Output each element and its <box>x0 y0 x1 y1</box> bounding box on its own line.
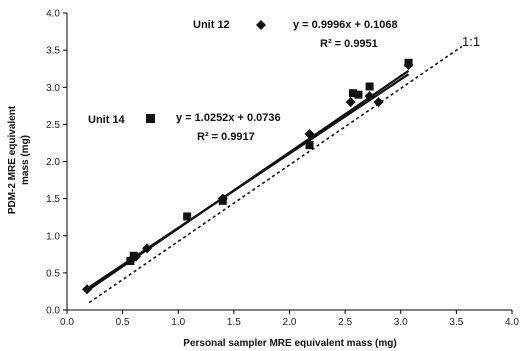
y-tick-label: 2.5 <box>46 120 60 131</box>
y-ticks: 0.0 0.5 1.0 1.5 2.0 2.5 3.0 3.5 4.0 <box>46 9 67 317</box>
unit-14-equation: y = 1.0252x + 0.0736 <box>176 112 281 124</box>
y-tick-label: 4.0 <box>46 9 60 20</box>
unit-12-point <box>373 97 384 108</box>
data-points <box>82 58 414 295</box>
x-tick-label: 3.0 <box>394 317 408 328</box>
unit-12-point <box>304 129 315 140</box>
reference-line-label: 1:1 <box>462 34 480 49</box>
unit-12-r-squared: R² = 0.9951 <box>320 38 378 50</box>
y-axis-title-line-2: mass (mg) <box>20 135 31 185</box>
unit-14-point <box>183 212 192 221</box>
y-tick-label: 2.0 <box>46 157 60 168</box>
unit-14-point <box>354 90 363 99</box>
y-tick-label: 1.5 <box>46 194 60 205</box>
reference-line-1-to-1 <box>88 45 463 304</box>
unit-14-point <box>218 196 227 205</box>
unit-14-point <box>348 89 357 98</box>
x-tick-label: 2.0 <box>283 317 297 328</box>
x-tick-label: 1.5 <box>227 317 241 328</box>
unit-12-point <box>364 91 375 102</box>
legend-unit-12-label: Unit 12 <box>193 19 230 31</box>
x-tick-label: 0.0 <box>60 317 74 328</box>
unit-14-point <box>129 251 138 260</box>
unit-12-point <box>345 97 356 108</box>
unit-14-r-squared: R² = 0.9917 <box>197 131 255 143</box>
unit-14-point <box>305 141 314 150</box>
y-tick-label: 0.5 <box>46 268 60 279</box>
y-axis-title-line-1: PDM-2 MRE equivalent <box>7 105 18 214</box>
legend-unit-14-marker <box>146 114 155 123</box>
y-axis-title: PDM-2 MRE equivalent mass (mg) <box>7 105 31 214</box>
x-tick-label: 0.5 <box>116 317 130 328</box>
y-tick-label: 1.0 <box>46 231 60 242</box>
unit-14-point <box>404 58 413 67</box>
x-tick-label: 2.5 <box>338 317 352 328</box>
unit-12-equation: y = 0.9996x + 0.1068 <box>293 19 398 31</box>
x-tick-label: 1.0 <box>171 317 185 328</box>
y-tick-label: 0.0 <box>46 306 60 317</box>
x-ticks: 0.0 0.5 1.0 1.5 2.0 2.5 3.0 3.5 4.0 <box>60 310 519 328</box>
unit-14-point <box>126 256 135 265</box>
unit-12-point <box>142 243 153 254</box>
unit-12-point <box>82 284 93 295</box>
x-axis-title: Personal sampler MRE equivalent mass (mg… <box>183 338 396 349</box>
unit-14-point <box>365 82 374 91</box>
legend-unit-14-label: Unit 14 <box>88 114 126 126</box>
x-tick-label: 4.0 <box>505 317 519 328</box>
lines <box>86 45 463 304</box>
y-tick-label: 3.5 <box>46 46 60 57</box>
x-tick-label: 3.5 <box>449 317 463 328</box>
trendline-unit-14 <box>86 69 410 292</box>
legend-unit-12-marker <box>256 20 266 30</box>
y-tick-label: 3.0 <box>46 83 60 94</box>
